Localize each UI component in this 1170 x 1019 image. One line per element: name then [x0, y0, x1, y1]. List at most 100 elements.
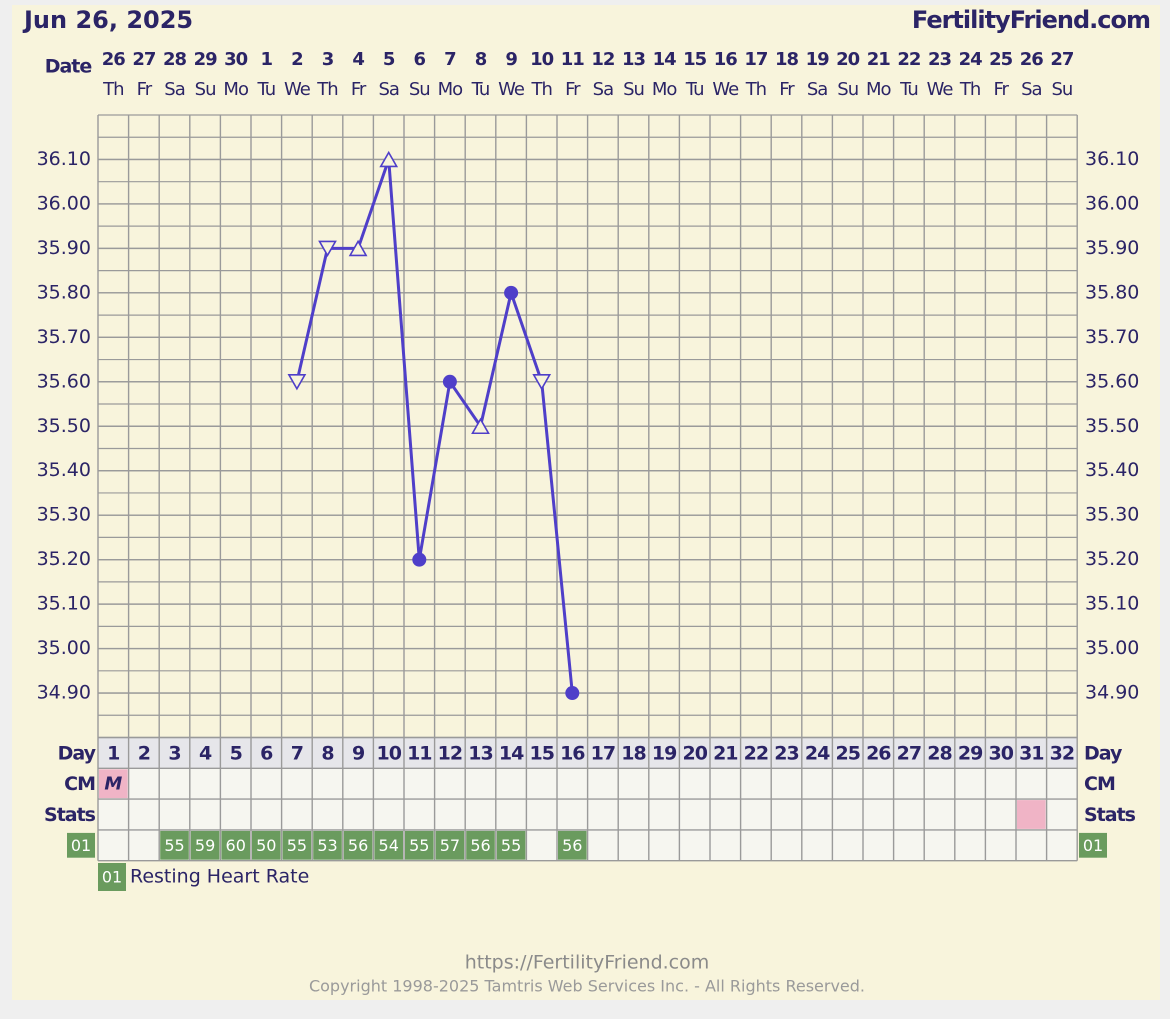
weekday-label: Th — [959, 79, 980, 100]
y-tick-label: 35.90 — [37, 237, 91, 259]
day-number: 9 — [352, 742, 364, 764]
day-number: 21 — [713, 742, 737, 764]
y-tick-label-right: 35.50 — [1085, 415, 1139, 437]
heart-rate-cell — [190, 830, 220, 860]
day-number: 27 — [897, 742, 921, 764]
weekday-label: Sa — [593, 79, 613, 100]
day-number: 6 — [260, 742, 273, 764]
date-label: 19 — [806, 49, 830, 70]
y-tick-label-right: 35.00 — [1085, 637, 1139, 659]
day-number: 5 — [230, 742, 242, 764]
y-tick-label-right: 35.20 — [1085, 548, 1139, 570]
heart-rate-label-box — [67, 832, 95, 858]
y-tick-label-right: 35.90 — [1085, 237, 1139, 259]
weekday-label: Mo — [438, 79, 464, 100]
y-tick-label-right: 35.60 — [1085, 370, 1139, 392]
date-label: 11 — [561, 49, 585, 70]
temperature-point — [318, 240, 337, 258]
weekday-label: Tu — [256, 79, 275, 100]
date-label: 2 — [291, 49, 303, 70]
footer-url: https://FertilityFriend.com — [465, 952, 710, 974]
day-number: 30 — [988, 742, 1013, 764]
day-number: 11 — [407, 742, 431, 764]
date-label: 4 — [352, 49, 364, 70]
legend-label: Resting Heart Rate — [130, 866, 309, 888]
stats-cell — [1017, 800, 1046, 829]
legend-box — [98, 863, 126, 891]
date-label: 25 — [989, 49, 1013, 70]
date-label: Date — [45, 56, 92, 78]
y-tick-label: 35.50 — [37, 415, 91, 437]
y-tick-label: 36.00 — [37, 192, 91, 214]
date-label: 12 — [591, 49, 614, 70]
weekday-label: Th — [102, 79, 123, 100]
heart-rate-value: 56 — [562, 836, 582, 855]
row-label-right: Day — [1084, 742, 1123, 764]
weekday-label: Su — [409, 79, 430, 100]
footer-copyright: Copyright 1998-2025 Tamtris Web Services… — [309, 977, 865, 996]
heart-rate-value: 56 — [348, 836, 368, 855]
weekday-label: Fr — [351, 79, 367, 100]
weekday-label: Th — [316, 79, 337, 100]
heart-rate-value: 55 — [164, 836, 184, 855]
heart-rate-cell — [435, 830, 465, 860]
day-number: 4 — [199, 742, 212, 764]
temperature-line — [295, 158, 574, 694]
day-number: 25 — [835, 742, 859, 764]
date-label: 10 — [530, 49, 554, 70]
weekday-label: Mo — [866, 79, 892, 100]
y-tick-label: 35.40 — [37, 459, 91, 481]
weekday-label: Tu — [899, 79, 918, 100]
y-tick-label: 34.90 — [37, 682, 91, 704]
date-label: 14 — [653, 49, 677, 70]
weekday-label: Sa — [1021, 79, 1041, 100]
date-label: 16 — [714, 49, 738, 70]
heart-rate-cell — [343, 830, 373, 860]
date-label: 22 — [897, 49, 920, 70]
weekday-label: Fr — [993, 79, 1009, 100]
cm-value: M — [104, 774, 122, 795]
day-number: 14 — [499, 742, 524, 764]
y-tick-label: 35.30 — [37, 504, 91, 526]
date-label: 15 — [683, 49, 707, 70]
weekday-label: Su — [623, 79, 644, 100]
y-tick-label-right: 36.10 — [1085, 148, 1139, 170]
heart-rate-value: 55 — [501, 836, 521, 855]
day-number: 32 — [1050, 742, 1074, 764]
date-label: 23 — [928, 49, 952, 70]
row-label: Day — [58, 742, 97, 764]
date-label: 24 — [959, 49, 983, 70]
day-number: 22 — [744, 742, 768, 764]
day-number: 24 — [805, 742, 830, 764]
heart-rate-value: 50 — [256, 836, 276, 855]
date-label: 21 — [867, 49, 891, 70]
y-tick-label: 35.00 — [37, 637, 91, 659]
day-number: 29 — [958, 742, 982, 764]
day-number: 10 — [376, 742, 401, 764]
day-number: 12 — [438, 742, 462, 764]
date-label: 1 — [261, 49, 273, 70]
heart-rate-label-right: 01 — [1083, 836, 1103, 855]
day-number: 15 — [529, 742, 553, 764]
date-label: 17 — [744, 49, 768, 70]
day-number: 17 — [591, 742, 615, 764]
temperature-point — [532, 373, 552, 391]
day-number: 7 — [291, 742, 303, 764]
heart-rate-value: 54 — [379, 836, 399, 855]
weekday-label: Fr — [137, 79, 153, 100]
temperature-point — [471, 417, 490, 435]
temperature-point — [412, 552, 427, 567]
date-label: 6 — [414, 49, 426, 70]
y-tick-label: 35.70 — [37, 326, 91, 348]
weekday-label: Sa — [378, 79, 398, 100]
date-label: 7 — [444, 49, 456, 70]
heart-rate-value: 60 — [226, 836, 246, 855]
y-tick-label: 35.60 — [37, 370, 91, 392]
temperature-point — [504, 285, 519, 300]
day-number: 26 — [866, 742, 891, 764]
heart-rate-cell — [282, 830, 312, 860]
heart-rate-value: 56 — [470, 836, 490, 855]
legend-key: 01 — [102, 868, 122, 887]
heart-rate-cell — [160, 830, 189, 860]
